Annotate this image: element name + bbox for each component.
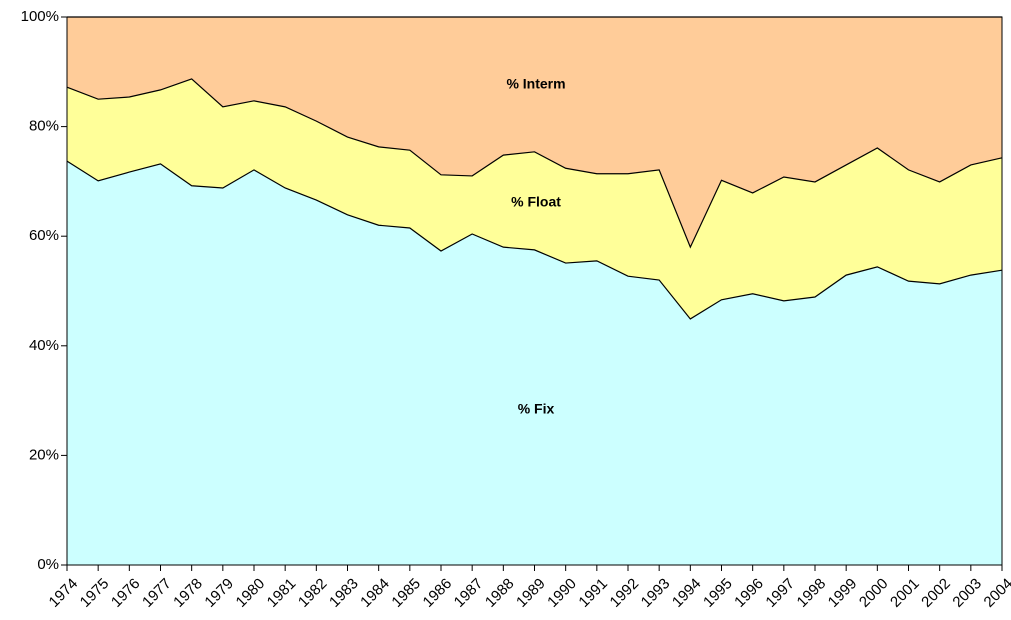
- x-tick-label: 2002: [918, 575, 954, 611]
- series-label: % Interm: [506, 76, 565, 92]
- x-tick-label: 1997: [762, 575, 798, 611]
- series-label: % Fix: [518, 401, 555, 417]
- x-tick-label: 1982: [295, 575, 331, 611]
- x-tick-label: 1991: [575, 575, 611, 611]
- x-tick-label: 1994: [669, 575, 705, 611]
- x-tick-label: 1989: [513, 575, 549, 611]
- x-tick-label: 1983: [326, 575, 362, 611]
- x-tick-label: 1985: [388, 575, 424, 611]
- x-tick-label: 2000: [856, 575, 892, 611]
- x-tick-label: 1993: [638, 575, 674, 611]
- x-tick-label: 1975: [77, 575, 113, 611]
- x-tick-label: 1992: [607, 575, 643, 611]
- x-tick-label: 2004: [981, 575, 1011, 611]
- area: [67, 78, 1002, 319]
- area-edge: [66, 78, 1003, 249]
- x-tick-label: 2003: [949, 575, 985, 611]
- x-tick-label: 1987: [451, 575, 487, 611]
- x-tick-label: 1977: [139, 575, 175, 611]
- area-edge: [66, 160, 1003, 320]
- x-tick-label: 1990: [544, 575, 580, 611]
- x-tick-label: 1980: [233, 575, 269, 611]
- x-tick-label: 1998: [794, 575, 830, 611]
- area: [67, 17, 1002, 248]
- series-label: % Float: [511, 194, 561, 210]
- y-tick-label: 100%: [21, 8, 59, 25]
- x-tick-label: 2001: [887, 575, 923, 611]
- y-tick-label: 40%: [29, 337, 59, 354]
- x-tick-label: 1974: [46, 575, 82, 611]
- y-tick-label: 0%: [37, 556, 59, 573]
- y-tick-label: 60%: [29, 227, 59, 244]
- x-tick-label: 1986: [420, 575, 456, 611]
- x-tick-label: 1981: [264, 575, 300, 611]
- x-tick-label: 1988: [482, 575, 518, 611]
- area: [67, 161, 1002, 565]
- x-tick-label: 1979: [201, 575, 237, 611]
- x-tick-label: 1984: [357, 575, 393, 611]
- x-tick-label: 1995: [700, 575, 736, 611]
- x-tick-label: 1978: [170, 575, 206, 611]
- y-tick-label: 20%: [29, 446, 59, 463]
- x-tick-label: 1976: [108, 575, 144, 611]
- x-tick-label: 1996: [731, 575, 767, 611]
- x-tick-label: 1999: [825, 575, 861, 611]
- y-tick-label: 80%: [29, 118, 59, 135]
